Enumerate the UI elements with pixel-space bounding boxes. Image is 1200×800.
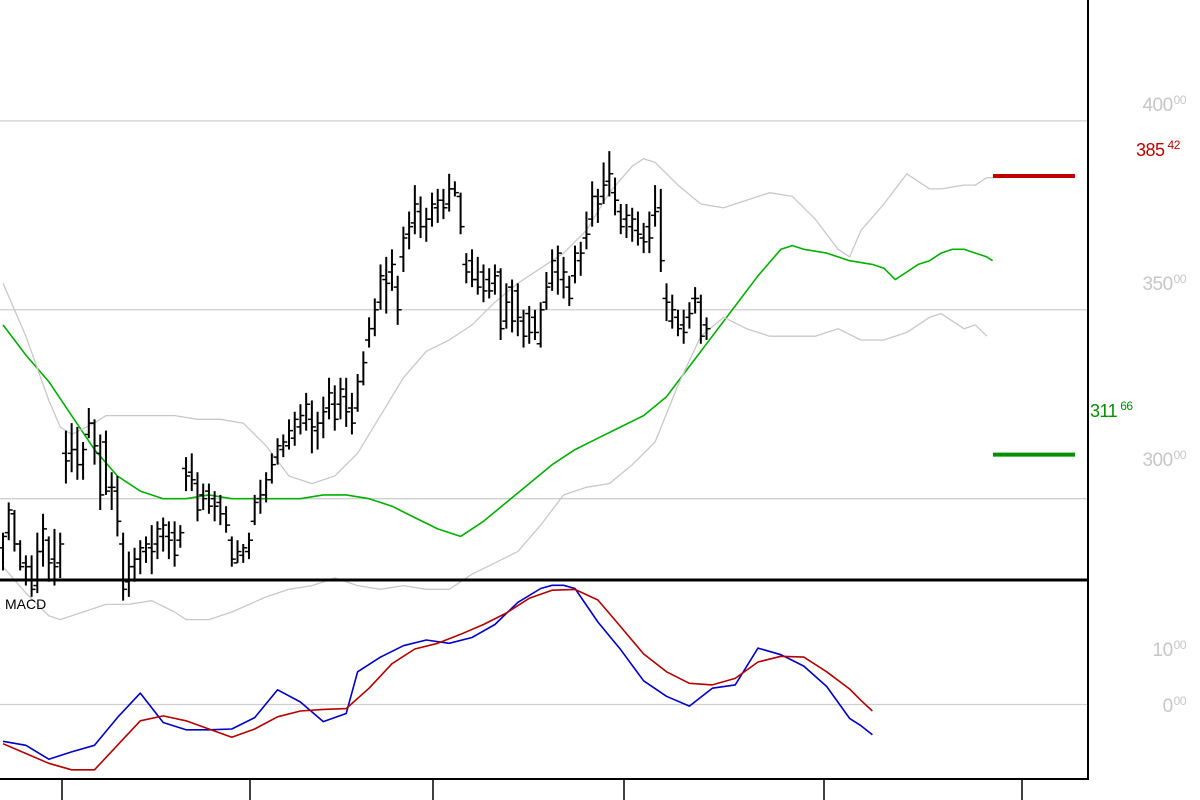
price-tick-label-1: 35000 [1142,272,1186,295]
macd-line [2,584,873,760]
macd-tick-label-1: 000 [1162,694,1187,717]
upper-level-label: 385 42 [1136,138,1180,160]
upper-band-line [2,158,999,485]
lower-band-line [2,312,988,621]
sma-line [2,244,994,538]
macd-tick-label-0: 1000 [1152,638,1187,661]
signal-line [2,588,873,771]
price-tick-label-0: 40000 [1142,93,1186,116]
macd-panel-title: MACD [5,596,47,612]
price-tick-label-2: 30000 [1142,448,1186,471]
lower-level-label: 311 66 [1090,399,1133,421]
